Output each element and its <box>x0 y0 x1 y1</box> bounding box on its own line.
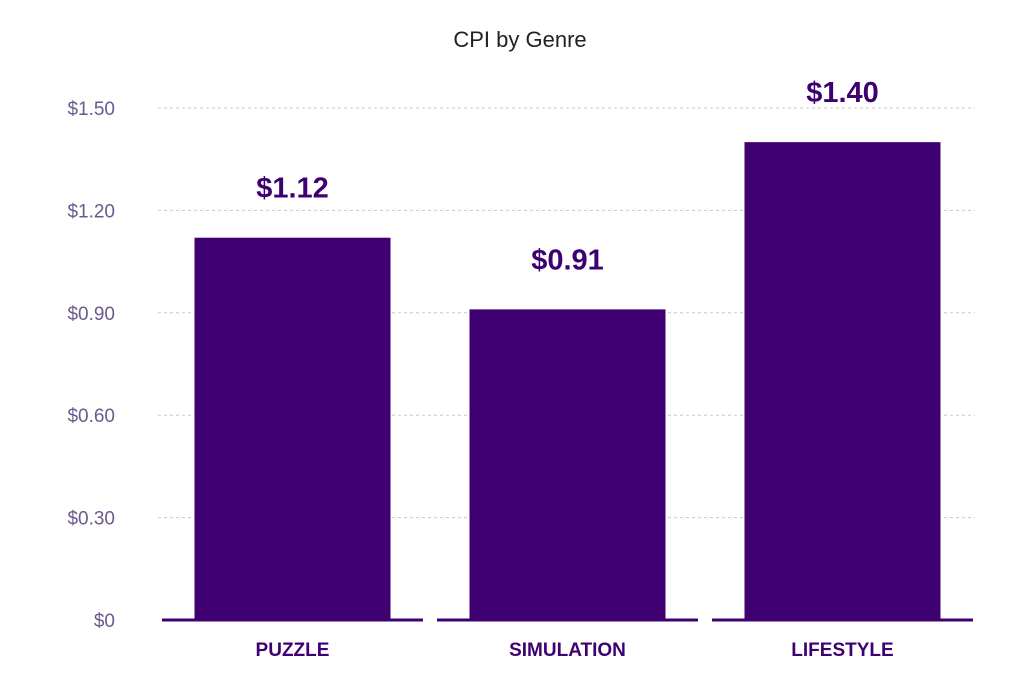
category-label-lifestyle: LIFESTYLE <box>791 640 893 661</box>
bar-lifestyle <box>744 142 941 620</box>
data-label-lifestyle: $1.40 <box>806 77 879 109</box>
data-label-puzzle: $1.12 <box>256 173 329 205</box>
y-tick-label: $0 <box>94 611 115 632</box>
bar-simulation <box>469 309 666 620</box>
y-tick-label: $0.30 <box>67 509 115 530</box>
chart-title: CPI by Genre <box>453 27 586 52</box>
category-label-simulation: SIMULATION <box>509 640 626 661</box>
y-tick-label: $1.50 <box>67 99 115 120</box>
data-label-simulation: $0.91 <box>531 244 604 276</box>
y-tick-label: $0.90 <box>67 304 115 325</box>
category-labels: PUZZLE SIMULATION LIFESTYLE <box>256 640 894 661</box>
data-labels: $1.12 $0.91 $1.40 <box>256 77 879 276</box>
y-tick-label: $0.60 <box>67 406 115 427</box>
y-tick-label: $1.20 <box>67 201 115 222</box>
y-axis-tick-labels: $0 $0.30 $0.60 $0.90 $1.20 $1.50 <box>67 99 115 632</box>
bar-puzzle <box>194 237 391 620</box>
category-label-puzzle: PUZZLE <box>256 640 330 661</box>
bars <box>194 142 941 620</box>
